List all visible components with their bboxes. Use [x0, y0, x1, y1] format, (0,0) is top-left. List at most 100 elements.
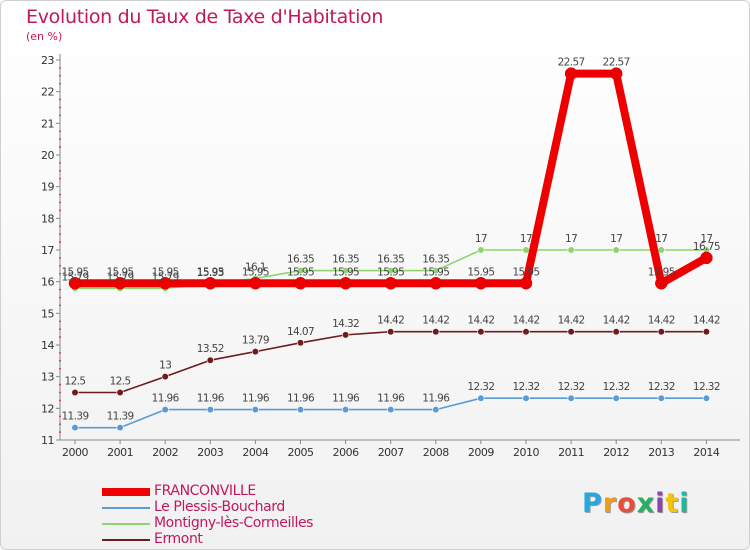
data-label: 11.96	[422, 393, 450, 405]
data-point	[71, 388, 79, 397]
y-minor-tick	[59, 193, 61, 196]
data-label: 14.42	[512, 315, 539, 327]
y-minor-tick	[59, 146, 61, 148]
data-point	[387, 328, 395, 336]
data-label: 15.93	[197, 267, 224, 279]
y-minor-tick	[59, 257, 61, 259]
data-point	[296, 406, 305, 414]
data-point	[700, 251, 713, 265]
legend-label: FRANCONVILLE	[154, 483, 256, 499]
y-tick-label: 15	[41, 307, 54, 320]
data-point	[477, 246, 485, 254]
data-point	[249, 277, 262, 290]
data-label: 14.42	[648, 315, 675, 327]
data-point	[206, 356, 214, 364]
data-label: 17	[565, 233, 577, 245]
data-label: 12.32	[648, 381, 675, 393]
x-tick-label: 2007	[378, 446, 404, 459]
y-minor-tick	[59, 423, 61, 426]
y-tick-label: 18	[41, 212, 54, 225]
data-label: 15.79	[152, 271, 179, 283]
y-tick-label: 21	[41, 117, 54, 130]
data-label: 12.32	[558, 381, 585, 393]
data-label: 14.42	[603, 315, 630, 327]
legend-swatch	[102, 523, 150, 525]
data-label: 17	[655, 233, 667, 245]
data-point	[522, 394, 530, 402]
data-point	[612, 394, 620, 402]
data-point	[657, 328, 665, 336]
chart-title: Evolution du Taux de Taxe d'Habitation	[26, 6, 384, 28]
legend-label: Montigny-lès-Cormeilles	[154, 515, 314, 531]
y-tick-label: 16	[41, 276, 54, 289]
y-minor-tick	[59, 272, 61, 275]
data-point	[657, 246, 665, 254]
data-label: 16.35	[332, 254, 359, 266]
y-tick-label: 17	[41, 244, 54, 257]
legend-item-franconville: FRANCONVILLE	[102, 483, 422, 500]
data-point	[522, 246, 530, 254]
data-point	[702, 394, 711, 402]
legend-item-montigny-les-cormeilles: Montigny-lès-Cormeilles	[102, 515, 422, 532]
data-point	[522, 328, 530, 336]
data-point	[655, 277, 668, 290]
data-point	[387, 406, 395, 414]
data-point	[432, 328, 440, 336]
data-point	[474, 277, 488, 290]
y-minor-tick	[59, 415, 61, 418]
data-label: 15.95	[512, 266, 539, 278]
x-tick-label: 2014	[693, 446, 719, 459]
data-label: 15.79	[107, 271, 134, 283]
legend-item-ermont: Ermont	[102, 531, 422, 548]
series-line	[71, 69, 711, 288]
x-tick-label: 2002	[152, 446, 178, 459]
data-point	[612, 246, 620, 254]
data-label: 11.96	[197, 393, 225, 405]
data-point	[71, 424, 79, 432]
data-label: 14.32	[332, 318, 359, 330]
y-tick-label: 11	[41, 434, 54, 447]
y-minor-tick	[59, 225, 61, 228]
data-point	[339, 277, 352, 290]
proxiti-logo: Proxiti	[582, 488, 690, 519]
y-minor-tick	[59, 82, 61, 85]
x-tick-label: 2006	[333, 446, 359, 459]
data-point	[113, 277, 127, 290]
data-point	[342, 406, 350, 414]
data-label: 17	[520, 233, 532, 245]
x-tick-label: 2000	[62, 446, 88, 459]
x-tick-label: 2010	[513, 446, 539, 459]
data-label: 16.35	[287, 254, 314, 266]
data-label: 12.32	[603, 381, 630, 393]
y-minor-tick	[59, 399, 61, 402]
data-label: 15.95	[377, 266, 404, 278]
data-label: 16.35	[422, 254, 449, 266]
y-minor-tick	[59, 383, 61, 386]
y-minor-tick	[59, 209, 61, 212]
y-minor-tick	[59, 74, 61, 77]
x-tick-label: 2005	[288, 446, 314, 459]
data-label: 15.95	[287, 266, 314, 278]
y-minor-tick	[59, 336, 61, 338]
data-label: 14.42	[377, 315, 404, 327]
legend-swatch	[102, 507, 150, 509]
data-point	[477, 394, 485, 402]
data-point	[68, 277, 82, 290]
logo-letter: P	[582, 488, 603, 519]
data-point	[342, 331, 350, 339]
data-label: 15.95	[61, 266, 88, 278]
data-point	[609, 67, 623, 80]
data-label: 22.57	[558, 57, 585, 69]
data-point	[432, 406, 440, 414]
legend-swatch	[102, 539, 150, 541]
y-minor-tick	[59, 233, 61, 236]
data-label: 14.42	[693, 315, 720, 327]
data-label: 15.95	[422, 266, 449, 278]
data-label: 13.79	[242, 335, 269, 347]
data-label: 11.96	[242, 393, 270, 405]
data-label: 16.35	[377, 254, 404, 266]
data-label: 15.79	[61, 271, 88, 283]
data-point	[294, 277, 307, 290]
y-minor-tick	[59, 367, 61, 370]
chart-legend: FRANCONVILLE Le Plessis-Bouchard Montign…	[102, 483, 422, 548]
